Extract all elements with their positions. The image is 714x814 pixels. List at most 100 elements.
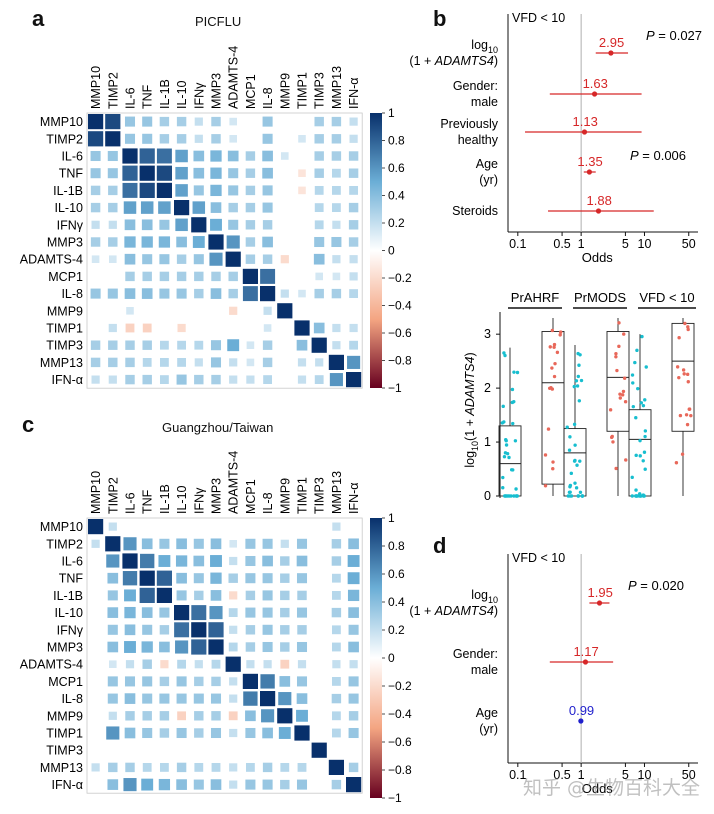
heatmap-cell xyxy=(245,254,256,264)
heatmap-cell xyxy=(260,691,276,707)
heatmap-cell xyxy=(109,660,117,668)
heatmap-cell xyxy=(177,659,187,669)
heatmap-cell xyxy=(124,693,136,704)
heatmap-cell xyxy=(176,572,187,584)
point-estimate xyxy=(591,91,598,97)
heatmap-cell xyxy=(347,355,361,369)
heatmap-cell xyxy=(106,554,120,568)
y-tick-label: 0 xyxy=(484,489,491,503)
heatmap-cell xyxy=(262,236,273,248)
heatmap-cell xyxy=(107,779,119,790)
heatmap-cell xyxy=(140,201,154,214)
heatmap-cell xyxy=(210,538,222,550)
heatmap-cell xyxy=(263,324,272,332)
x-tick-label: 5 xyxy=(622,768,629,782)
heatmap-cell xyxy=(194,117,203,126)
row-label: TIMP1 xyxy=(46,727,83,741)
data-point xyxy=(578,353,582,357)
heatmap-cell xyxy=(107,693,118,704)
panel-c-title: Guangzhou/Taiwan xyxy=(162,420,274,435)
row-label: IFNγ xyxy=(57,218,84,232)
data-point xyxy=(500,421,505,425)
heatmap-cell xyxy=(296,641,308,653)
heatmap-cell xyxy=(331,573,341,583)
data-point xyxy=(573,481,577,485)
heatmap-cell xyxy=(260,286,276,302)
colorbar-tick-label: 1 xyxy=(388,106,395,120)
row-label: MMP3 xyxy=(47,641,83,655)
heatmap-cell xyxy=(194,728,204,738)
heatmap-cell xyxy=(228,202,238,213)
heatmap-cell xyxy=(211,762,221,772)
heatmap-cell xyxy=(332,272,341,281)
heatmap-picflu: MMP10MMP10TIMP2TIMP2IL-6IL-6TNFTNFIL-1BI… xyxy=(20,46,412,395)
group-label: PrAHRF xyxy=(511,290,559,305)
p-value: P = 0.006 xyxy=(630,148,686,163)
chart-title: VFD < 10 xyxy=(512,11,565,25)
heatmap-cell xyxy=(296,709,308,722)
data-point xyxy=(641,403,646,408)
heatmap-cell xyxy=(124,624,136,636)
data-point xyxy=(686,327,690,332)
boxplot-picflu: PrAHRF PrMODS VFD < 10 0 1 2 3 log10(1 + ADAMTS… xyxy=(463,290,696,503)
heatmap-cell xyxy=(211,134,221,144)
data-point xyxy=(504,439,508,443)
heatmap-cell xyxy=(108,237,118,247)
heatmap-cell xyxy=(210,357,222,368)
column-label: IL-10 xyxy=(175,80,189,109)
heatmap-cell xyxy=(194,676,204,687)
panel-c-letter: c xyxy=(22,412,35,437)
heatmap-cell xyxy=(107,150,118,162)
heatmap-cell xyxy=(328,354,344,370)
heatmap-cell xyxy=(296,339,308,351)
heatmap-cell xyxy=(315,272,323,281)
heatmap-cell xyxy=(109,255,117,263)
heatmap-cell xyxy=(175,640,189,654)
heatmap-cell xyxy=(159,728,170,738)
heatmap-cell xyxy=(176,727,187,739)
data-point xyxy=(686,325,690,329)
heatmap-cell xyxy=(331,203,341,213)
heatmap-cell xyxy=(278,692,292,706)
data-point xyxy=(631,381,635,385)
x-tick-label: 1 xyxy=(578,237,585,251)
heatmap-cell xyxy=(280,255,289,264)
heatmap-cell xyxy=(262,150,273,162)
data-point xyxy=(543,453,548,457)
heatmap-cell xyxy=(122,553,138,569)
column-label: TIMP3 xyxy=(313,72,327,109)
heatmap-cell xyxy=(348,151,359,161)
row-label: log10 xyxy=(471,588,498,605)
data-point xyxy=(559,330,563,334)
heatmap-cell xyxy=(108,711,117,720)
heatmap-cell xyxy=(108,340,118,350)
heatmap-cell xyxy=(262,590,273,601)
heatmap-cell xyxy=(139,148,155,164)
heatmap-cell xyxy=(158,778,171,791)
heatmap-cell xyxy=(107,641,119,653)
heatmap-cell xyxy=(91,539,100,548)
heatmap-cell xyxy=(331,607,342,618)
heatmap-cell xyxy=(229,591,238,600)
y-tick-label: 2 xyxy=(484,381,491,395)
point-estimate xyxy=(578,718,584,724)
heatmap-cell xyxy=(262,727,273,739)
column-label: MCP1 xyxy=(244,479,258,514)
row-label: IFN-α xyxy=(51,778,83,792)
heatmap-cell xyxy=(125,340,135,350)
heatmap-cell xyxy=(346,372,362,388)
heatmap-cell xyxy=(347,589,360,602)
heatmap-cell xyxy=(107,624,118,635)
column-label: IL-1B xyxy=(158,79,172,109)
heatmap-cell xyxy=(193,150,205,162)
heatmap-cell xyxy=(193,555,205,567)
data-point xyxy=(501,404,505,409)
heatmap-cell xyxy=(229,763,238,772)
data-point xyxy=(687,407,692,411)
heatmap-cell xyxy=(159,693,170,704)
heatmap-cell xyxy=(297,762,307,772)
heatmap-cell xyxy=(141,288,153,299)
heatmap-cell xyxy=(296,779,308,790)
x-tick-label: 0.1 xyxy=(509,237,526,251)
